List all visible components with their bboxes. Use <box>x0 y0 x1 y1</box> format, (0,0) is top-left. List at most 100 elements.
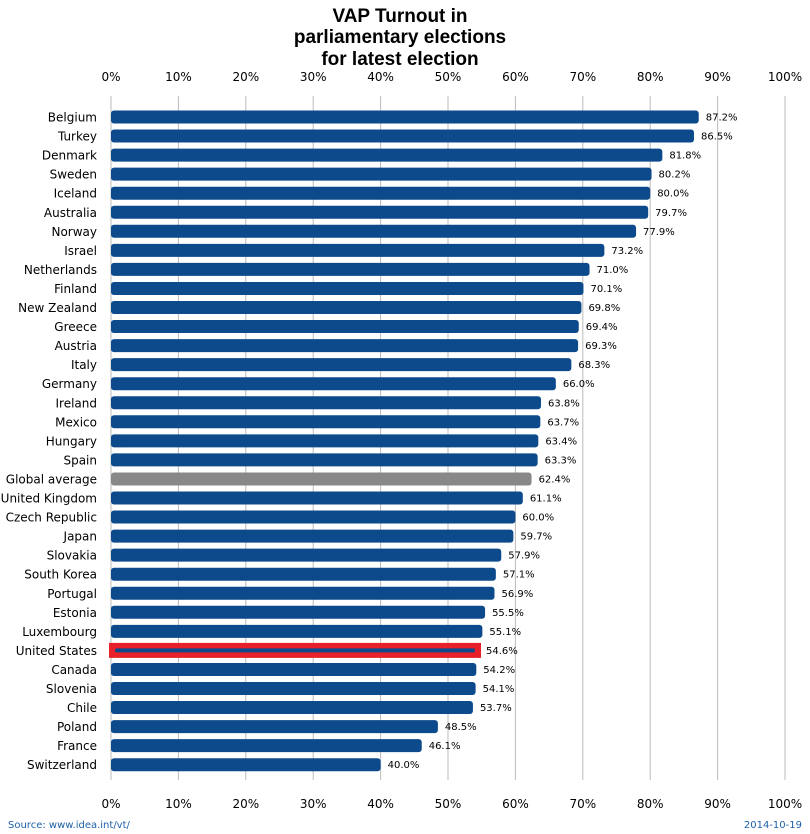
category-label: Netherlands <box>24 263 97 277</box>
bars: Belgium 87.2% Turkey 86.5% Denmark 81.8% Swede… <box>1 110 738 772</box>
value-label: 62.4% <box>539 474 571 485</box>
value-label: 68.3% <box>578 360 610 371</box>
bottom-tick-label: 60% <box>502 797 529 811</box>
value-label: 70.1% <box>590 284 622 295</box>
category-label: Finland <box>54 282 97 296</box>
bar-finland <box>111 281 584 295</box>
top-tick-label: 40% <box>367 70 394 84</box>
bottom-axis-ticks: 0% 10% 20% 30% 40% 50% 60% 70% 80% 90% 100% <box>101 797 802 811</box>
chart-title-line-1: VAP Turnout in <box>332 6 467 27</box>
category-label: Italy <box>71 358 97 372</box>
value-label: 80.2% <box>659 170 691 181</box>
bar-germany <box>111 377 556 391</box>
bar-poland <box>111 720 438 734</box>
value-label: 48.5% <box>445 722 477 733</box>
bar-turkey <box>111 129 695 143</box>
category-label: Austria <box>55 339 97 353</box>
category-label: United Kingdom <box>1 492 97 506</box>
value-label: 55.1% <box>489 627 521 638</box>
value-label: 73.2% <box>611 246 643 257</box>
value-label: 86.5% <box>701 132 733 143</box>
category-label: Greece <box>54 320 97 334</box>
bar-united-kingdom <box>111 491 523 505</box>
value-label: 69.4% <box>586 322 618 333</box>
category-label: Belgium <box>48 111 97 125</box>
bar-new-zealand <box>111 301 582 314</box>
bar-czech-republic <box>111 510 516 524</box>
category-label: Mexico <box>55 415 97 429</box>
date-note: 2014-10-19 <box>744 820 802 831</box>
value-label: 79.7% <box>655 208 687 219</box>
value-label: 63.4% <box>545 436 577 447</box>
bar-south-korea <box>111 567 496 581</box>
value-label: 60.0% <box>522 513 554 524</box>
category-label: Switzerland <box>27 758 97 772</box>
bar-france <box>111 739 422 753</box>
category-label: Japan <box>63 530 97 544</box>
value-label: 69.3% <box>585 341 617 352</box>
bar-spain <box>111 453 538 467</box>
top-tick-label: 0% <box>101 70 120 84</box>
top-tick-label: 10% <box>165 70 192 84</box>
bottom-tick-label: 30% <box>300 797 327 811</box>
category-label: Germany <box>42 377 97 391</box>
category-label: New Zealand <box>18 301 97 315</box>
bar-italy <box>111 358 572 372</box>
bar-israel <box>111 243 605 257</box>
top-axis-ticks: 0% 10% 20% 30% 40% 50% 60% 70% 80% 90% 100% <box>101 70 802 84</box>
value-label: 54.6% <box>486 646 518 657</box>
top-tick-label: 100% <box>768 70 802 84</box>
value-label: 71.0% <box>597 265 629 276</box>
value-label: 40.0% <box>388 760 420 771</box>
category-label: United States <box>16 644 97 658</box>
bar-sweden <box>111 167 652 181</box>
bar-netherlands <box>111 262 590 276</box>
category-label: Poland <box>57 720 97 734</box>
value-label: 66.0% <box>563 379 595 390</box>
value-label: 56.9% <box>502 589 534 600</box>
value-label: 53.7% <box>480 703 512 714</box>
category-label: Australia <box>44 206 97 220</box>
bottom-tick-label: 10% <box>165 797 192 811</box>
category-label: Israel <box>64 244 97 258</box>
bottom-tick-label: 20% <box>232 797 259 811</box>
chart-title-line-3: for latest election <box>321 49 478 70</box>
value-label: 57.9% <box>508 551 540 562</box>
bar-portugal <box>111 586 495 600</box>
category-label: Czech Republic <box>6 511 97 525</box>
value-label: 59.7% <box>520 532 552 543</box>
category-label: Iceland <box>54 187 97 201</box>
bar-switzerland <box>111 758 381 772</box>
value-label: 77.9% <box>643 227 675 238</box>
bar-global-average <box>111 472 532 486</box>
value-label: 61.1% <box>530 494 562 505</box>
value-label: 46.1% <box>429 741 461 752</box>
top-tick-label: 60% <box>502 70 529 84</box>
bottom-tick-label: 0% <box>101 797 120 811</box>
category-label: Slovenia <box>46 682 97 696</box>
bar-ireland <box>111 396 542 410</box>
category-label: Ireland <box>55 396 97 410</box>
bar-mexico <box>111 415 541 429</box>
bottom-tick-label: 50% <box>435 797 462 811</box>
value-label: 80.0% <box>657 189 689 200</box>
bottom-tick-label: 90% <box>704 797 731 811</box>
bar-iceland <box>111 186 651 200</box>
value-label: 87.2% <box>706 113 738 124</box>
category-label: Global average <box>6 472 97 486</box>
value-label: 55.5% <box>492 608 524 619</box>
top-tick-label: 50% <box>435 70 462 84</box>
bar-slovakia <box>111 548 502 562</box>
category-label: Norway <box>51 225 97 239</box>
top-tick-label: 90% <box>704 70 731 84</box>
top-tick-label: 70% <box>569 70 596 84</box>
bar-austria <box>111 339 579 353</box>
bar-slovenia <box>111 682 476 695</box>
value-label: 63.8% <box>548 398 580 409</box>
bar-denmark <box>111 148 663 162</box>
category-label: Denmark <box>42 149 97 163</box>
bar-hungary <box>111 434 539 448</box>
category-label: Hungary <box>46 434 97 448</box>
value-label: 54.1% <box>483 684 515 695</box>
